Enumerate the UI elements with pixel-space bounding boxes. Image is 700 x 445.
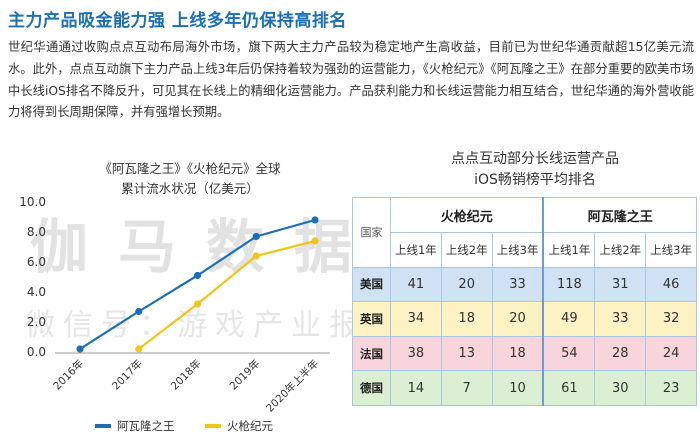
table-title-line2: iOS畅销榜平均排名 [474,172,596,188]
body-paragraph: 世纪华通通过收购点点互动布局海外市场，旗下两大主力产品较为稳定地产生高收益，目前… [8,40,694,120]
legend-swatch-1 [205,424,221,428]
year-header: 上线2年 [440,232,493,268]
rank-cell: 46 [645,266,697,303]
rank-cell: 7 [440,370,493,406]
x-tick-label: 2019年 [227,357,263,393]
country-cell: 德国 [352,370,391,406]
table-title: 点点互动部分长线运营产品 iOS畅销榜平均排名 [380,149,690,191]
country-cell: 美国 [352,266,391,303]
rank-cell: 10 [491,370,544,406]
rank-cell: 32 [645,301,697,337]
data-point-1 [252,252,260,260]
table-title-line1: 点点互动部分长线运营产品 [451,151,619,167]
series-line-0 [79,218,316,350]
y-tick-label: 4.0 [27,285,46,299]
table-header-games: 国家 火枪纪元 阿瓦隆之王 [352,197,698,268]
rank-cell: 30 [594,370,647,406]
rank-cell: 14 [390,370,442,406]
data-point-0 [76,345,84,353]
rank-cell: 13 [440,335,493,372]
table-corner-label: 国家 [352,197,391,268]
table-row-de: 德国 14 7 10 61 30 23 [352,370,697,406]
x-tick-label: 2016年 [51,357,87,393]
legend-swatch-0 [95,424,111,428]
ranking-table: 国家 火枪纪元 阿瓦隆之王 上线1年 上线2年 上线3年 上线1年 上线2年 上… [352,197,698,406]
data-point-1 [135,345,143,353]
chart-title-line1: 《阿瓦隆之王》《火枪纪元》全球 [99,161,281,176]
data-point-0 [252,232,260,241]
legend-label-0: 阿瓦隆之王 [117,419,175,433]
rank-cell: 18 [440,301,493,337]
y-tick-label: 2.0 [27,315,46,329]
data-point-0 [311,216,319,224]
table-row-uk: 英国 34 18 20 49 33 32 [352,301,697,337]
country-cell: 法国 [352,335,391,372]
table-header-years: 上线1年 上线2年 上线3年 上线1年 上线2年 上线3年 [353,232,697,268]
country-cell: 英国 [352,301,391,337]
data-point-0 [193,271,202,280]
series-line-1 [138,239,316,350]
game-header-awalong: 阿瓦隆之王 [542,197,698,233]
year-header: 上线3年 [645,232,697,268]
data-point-1 [193,300,202,308]
data-point-0 [135,307,143,316]
year-header: 上线3年 [491,232,544,268]
rank-cell: 49 [542,301,596,337]
x-tick-label: 2020年上半年 [263,357,321,415]
x-tick-label: 2017年 [109,357,145,393]
legend-label-1: 火枪纪元 [227,419,273,433]
rank-cell: 23 [645,370,697,406]
rank-cell: 20 [491,301,544,337]
rank-cell: 54 [542,335,596,372]
table-row-us: 美国 41 20 33 118 31 46 [352,266,697,303]
rank-cell: 28 [594,335,647,372]
y-tick-label: 8.0 [27,225,46,239]
year-header: 上线1年 [542,232,596,268]
rank-cell: 31 [594,266,647,303]
rank-cell: 41 [390,266,442,303]
rank-cell: 118 [542,266,596,303]
rank-cell: 18 [491,335,544,372]
year-header: 上线2年 [594,232,647,268]
table-row-fr: 法国 38 13 18 54 28 24 [352,335,697,372]
page-heading: 主力产品吸金能力强 上线多年仍保持高排名 [8,11,347,31]
watermark-sub: 微信号：游戏产业报告 [25,308,405,343]
y-tick-label: 0.0 [27,345,46,359]
rank-cell: 33 [491,266,544,303]
rank-cell: 24 [645,335,697,372]
data-point-1 [311,237,319,245]
rank-cell: 33 [594,301,647,337]
rank-cell: 61 [542,370,596,406]
rank-cell: 20 [440,266,493,303]
year-header: 上线1年 [390,232,442,268]
chart-title: 《阿瓦隆之王》《火枪纪元》全球 累计流水状况（亿美元） [40,159,340,199]
revenue-line-chart: 10.0 8.0 6.0 4.0 2.0 0.0 2016年 2017年 2018年 2019年 2… [19,195,330,433]
x-tick-label: 2018年 [168,357,204,393]
chart-title-line2: 累计流水状况（亿美元） [121,181,259,196]
game-header-huoqiang: 火枪纪元 [390,197,544,233]
rank-cell: 38 [390,335,442,372]
y-tick-label: 10.0 [19,195,46,209]
y-tick-label: 6.0 [27,255,46,269]
rank-cell: 34 [390,301,442,337]
